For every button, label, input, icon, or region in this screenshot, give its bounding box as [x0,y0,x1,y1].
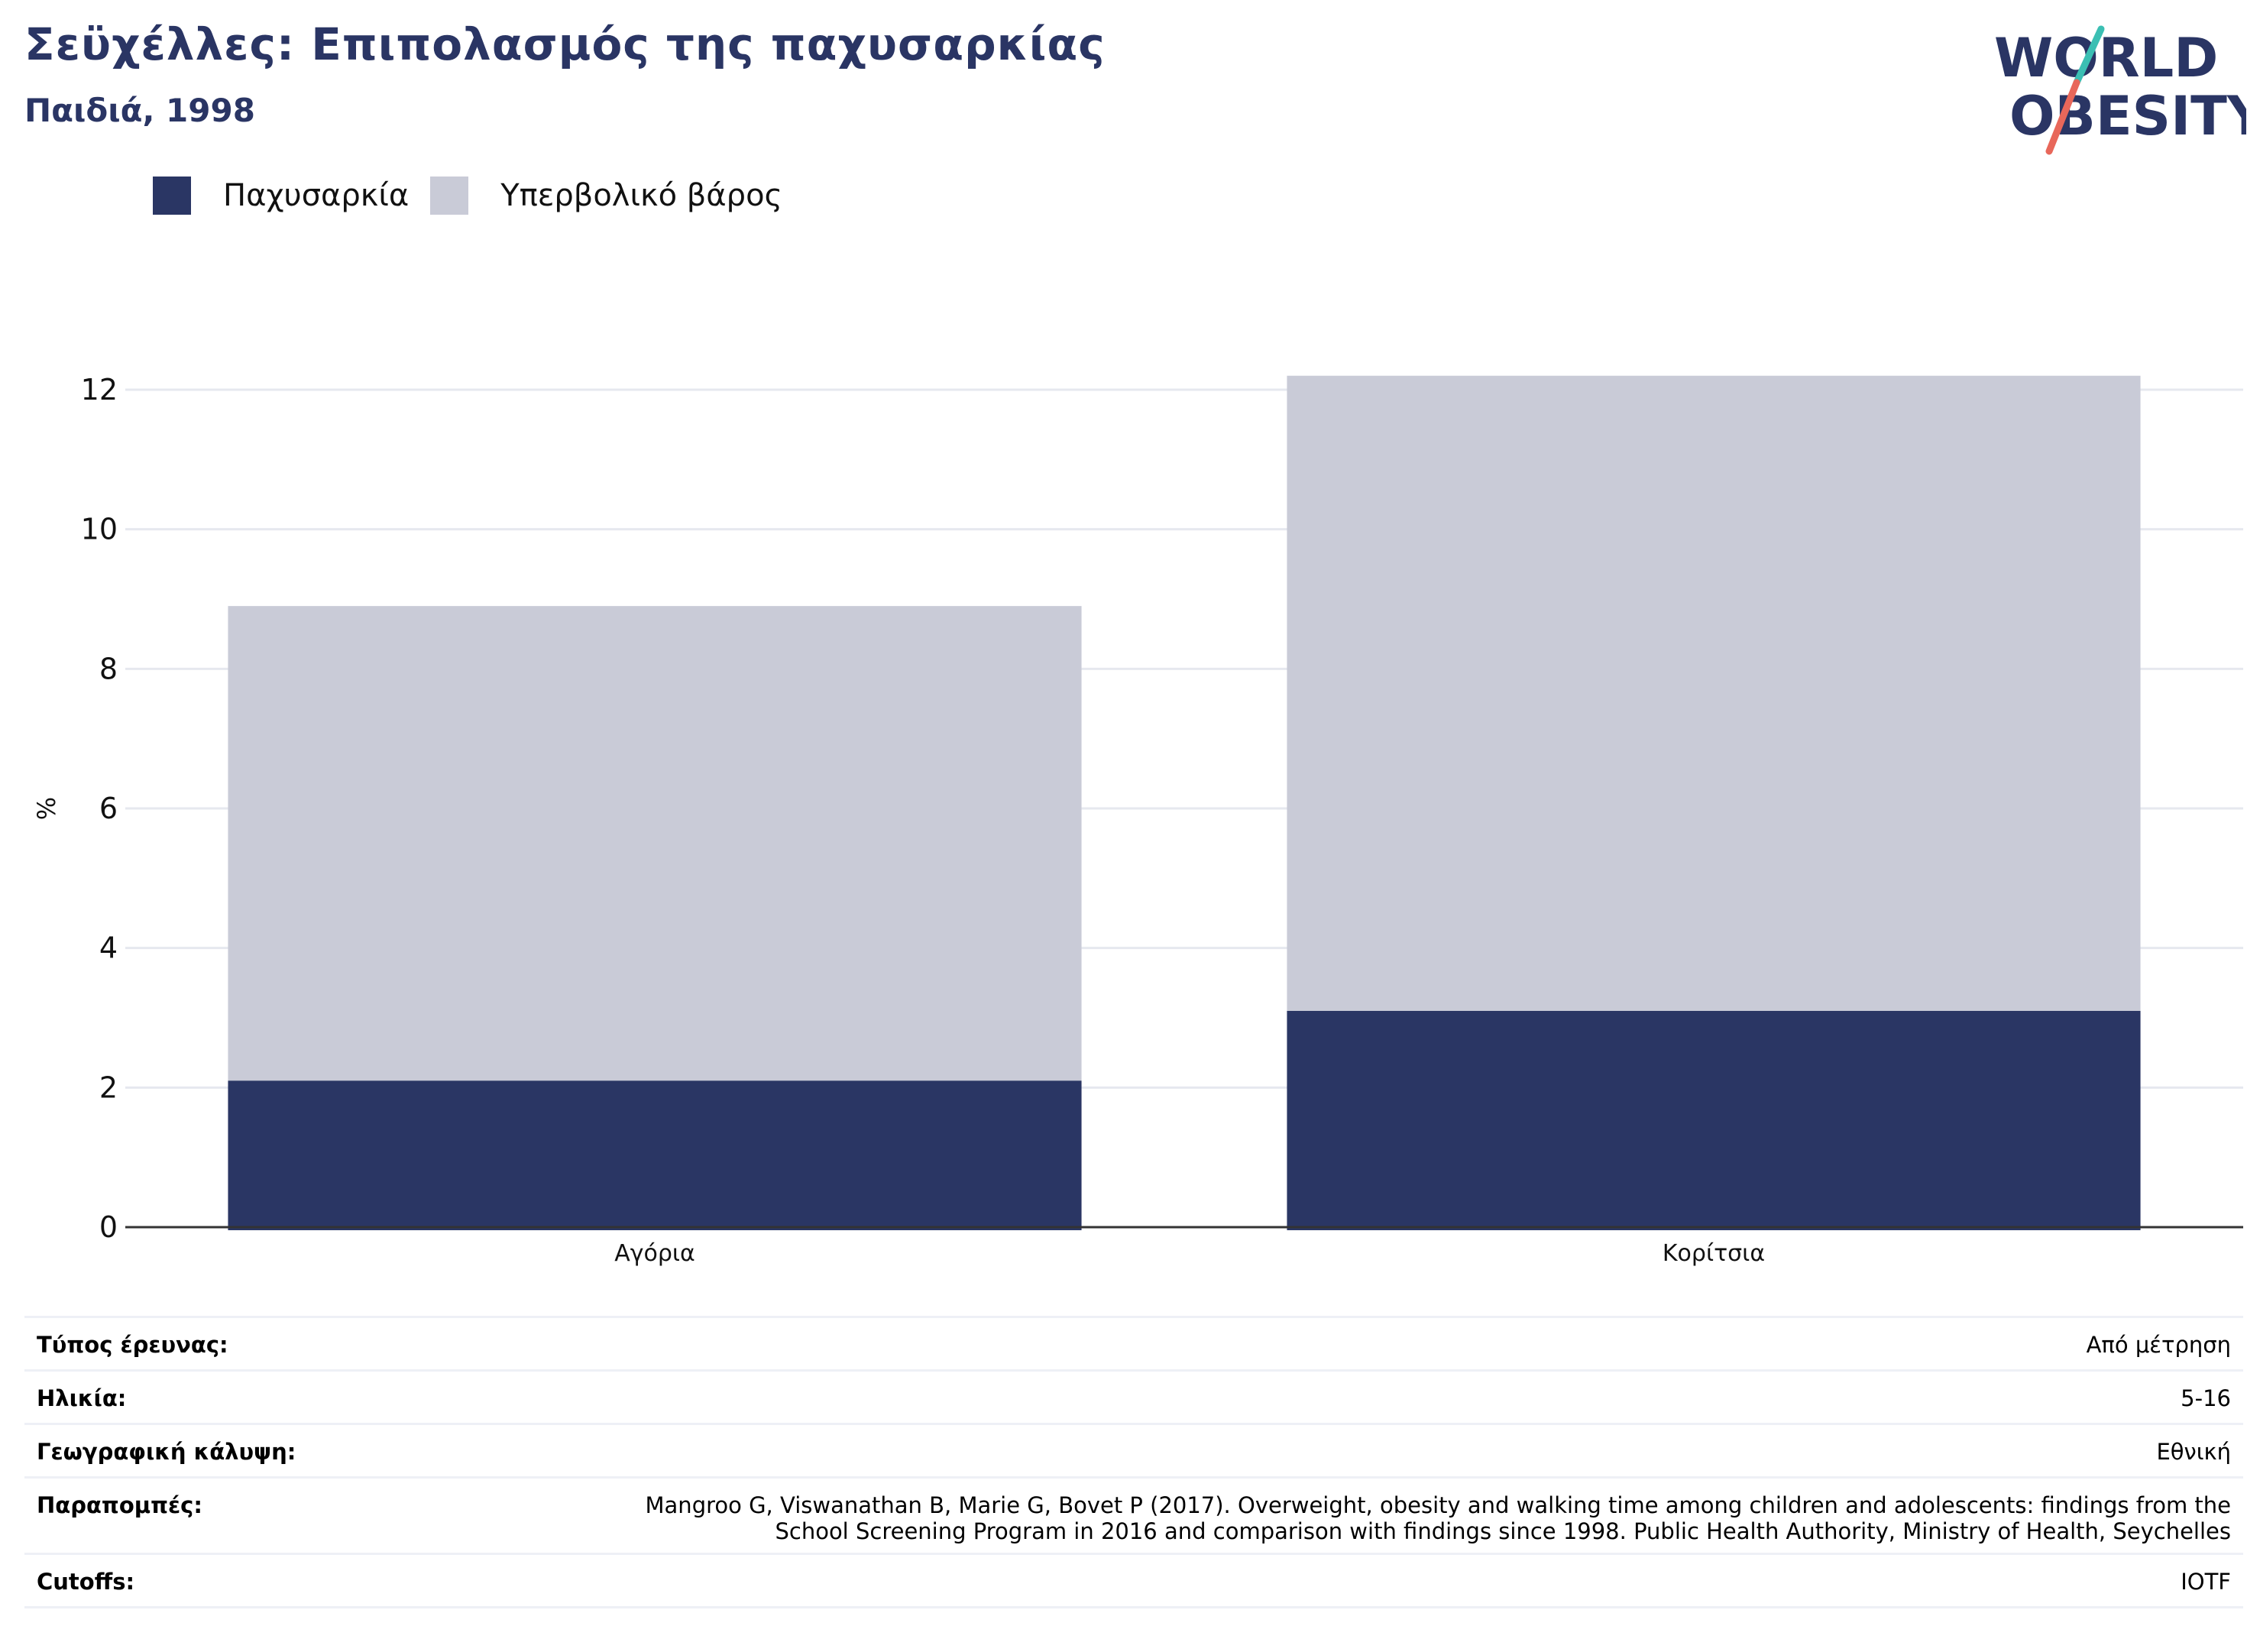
y-tick-label: 4 [99,931,118,965]
info-row-references: Παραπομπές: Mangroo G, Viswanathan B, Ma… [24,1476,2243,1555]
bar-chart: 0 2 4 6 8 10 12% Αγόρια Κορίτσια [32,373,2243,1267]
info-table: Τύπος έρευνας: Από μέτρηση Ηλικία: 5-16 … [24,1316,2243,1608]
info-value-cutoffs: IOTF [353,1553,2243,1608]
info-row-survey-type: Τύπος έρευνας: Από μέτρηση [24,1316,2243,1372]
info-value-references: Mangroo G, Viswanathan B, Marie G, Bovet… [645,1492,2231,1544]
logo-slash-bottom [2045,79,2080,155]
bar-overweight-0[interactable] [228,606,1082,1081]
bar-obesity-0[interactable] [228,1080,1082,1230]
y-tick-label: 6 [99,792,118,825]
y-tick-label: 2 [99,1071,118,1104]
legend-item-overweight[interactable]: Υπερβολικό βάρος [430,177,782,215]
legend-swatch-overweight [430,177,469,215]
chart-legend: Παχυσαρκία Υπερβολικό βάρος [153,173,804,219]
info-value-coverage: Εθνική [353,1423,2243,1479]
y-tick-label: 10 [81,513,118,546]
y-tick-label: 0 [99,1210,118,1244]
info-key-cutoffs: Cutoffs: [24,1553,354,1608]
legend-label-obesity: Παχυσαρκία [223,178,410,213]
bar-obesity-1[interactable] [1287,1010,2141,1230]
info-value-survey-type: Από μέτρηση [353,1316,2243,1372]
bar-overweight-1[interactable] [1287,375,2141,1011]
logo-slash-top [2073,25,2105,86]
y-tick-label: 12 [81,373,118,407]
chart-title: Σεϋχέλλες: Επιπολασμός της παχυσαρκίας [24,18,1106,70]
info-key-age: Ηλικία: [24,1369,354,1425]
y-axis-title: % [32,797,61,820]
world-obesity-logo: WORLD OBESITY [1994,25,2246,155]
logo-text-obesity: OBESITY [2009,85,2246,147]
logo-text-world: WORLD [1994,27,2218,89]
info-row-age: Ηλικία: 5-16 [24,1369,2243,1425]
info-row-cutoffs: Cutoffs: IOTF [24,1553,2243,1608]
info-key-references: Παραπομπές: [24,1476,354,1555]
legend-swatch-obesity [153,177,191,215]
y-tick-label: 8 [99,652,118,685]
x-tick-label: Αγόρια [614,1240,695,1267]
info-row-coverage: Γεωγραφική κάλυψη: Εθνική [24,1423,2243,1479]
chart-subtitle: Παιδιά, 1998 [24,92,255,129]
info-key-coverage: Γεωγραφική κάλυψη: [24,1423,354,1479]
info-key-survey-type: Τύπος έρευνας: [24,1316,354,1372]
x-tick-label: Κορίτσια [1663,1240,1765,1267]
legend-item-obesity[interactable]: Παχυσαρκία [153,177,409,215]
legend-label-overweight: Υπερβολικό βάρος [500,178,783,213]
info-value-references-cell: Mangroo G, Viswanathan B, Marie G, Bovet… [353,1476,2243,1555]
info-value-age: 5-16 [353,1369,2243,1425]
